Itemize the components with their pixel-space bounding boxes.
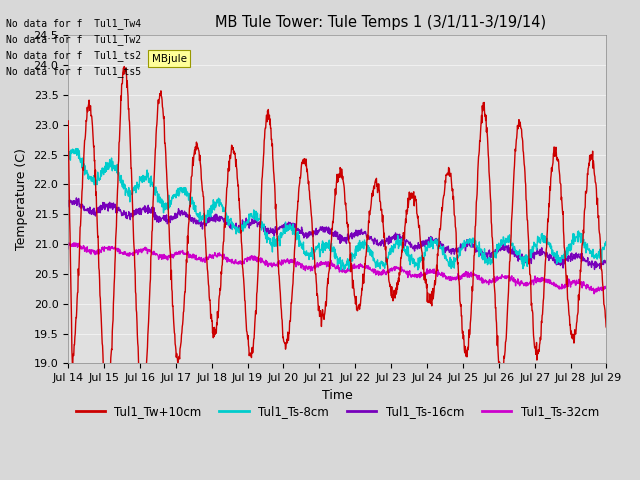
Text: No data for f  Tul1_Tw2: No data for f Tul1_Tw2 <box>6 34 141 45</box>
Legend: Tul1_Tw+10cm, Tul1_Ts-8cm, Tul1_Ts-16cm, Tul1_Ts-32cm: Tul1_Tw+10cm, Tul1_Ts-8cm, Tul1_Ts-16cm,… <box>71 401 604 423</box>
X-axis label: Time: Time <box>322 389 353 402</box>
Text: MBjule: MBjule <box>152 54 187 63</box>
Text: No data for f  Tul1_ts2: No data for f Tul1_ts2 <box>6 50 141 61</box>
Text: No data for f  Tul1_Tw4: No data for f Tul1_Tw4 <box>6 18 141 29</box>
Title: MB Tule Tower: Tule Temps 1 (3/1/11-3/19/14): MB Tule Tower: Tule Temps 1 (3/1/11-3/19… <box>215 15 546 30</box>
Text: No data for f  Tul1_ts5: No data for f Tul1_ts5 <box>6 66 141 77</box>
Y-axis label: Temperature (C): Temperature (C) <box>15 148 28 250</box>
